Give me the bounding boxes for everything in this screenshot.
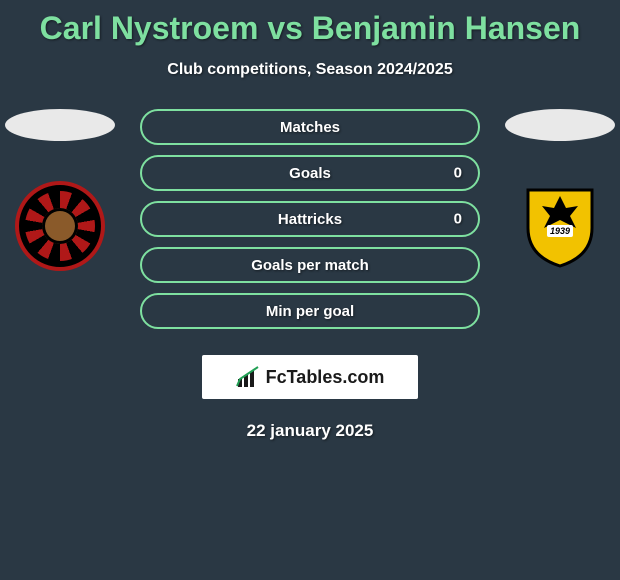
- left-club-badge: [15, 181, 105, 271]
- bar-label: Min per goal: [266, 303, 354, 320]
- right-club-badge: 1939: [515, 181, 605, 271]
- right-player-name-pill: [505, 109, 615, 141]
- bar-chart-icon: [236, 365, 260, 389]
- bar-hattricks: Hattricks 0: [140, 201, 480, 237]
- bar-min-per-goal: Min per goal: [140, 293, 480, 329]
- bar-goals-per-match: Goals per match: [140, 247, 480, 283]
- page-title: Carl Nystroem vs Benjamin Hansen: [0, 0, 620, 47]
- left-player-name-pill: [5, 109, 115, 141]
- source-logo-text: FcTables.com: [266, 367, 385, 388]
- page-subtitle: Club competitions, Season 2024/2025: [0, 61, 620, 79]
- bar-value-right: 0: [454, 211, 462, 228]
- shield-year: 1939: [547, 225, 573, 237]
- footer-date: 22 january 2025: [0, 421, 620, 441]
- bar-label: Goals: [289, 165, 331, 182]
- bar-label: Matches: [280, 119, 340, 136]
- comparison-row: Matches Goals 0 Hattricks 0 Goals per ma…: [0, 109, 620, 339]
- source-logo-box: FcTables.com: [202, 355, 418, 399]
- stat-bars: Matches Goals 0 Hattricks 0 Goals per ma…: [140, 109, 480, 339]
- right-player-column: 1939: [500, 109, 620, 271]
- bar-value-right: 0: [454, 165, 462, 182]
- bar-goals: Goals 0: [140, 155, 480, 191]
- bar-label: Goals per match: [251, 257, 369, 274]
- bar-matches: Matches: [140, 109, 480, 145]
- left-player-column: [0, 109, 120, 271]
- bar-label: Hattricks: [278, 211, 342, 228]
